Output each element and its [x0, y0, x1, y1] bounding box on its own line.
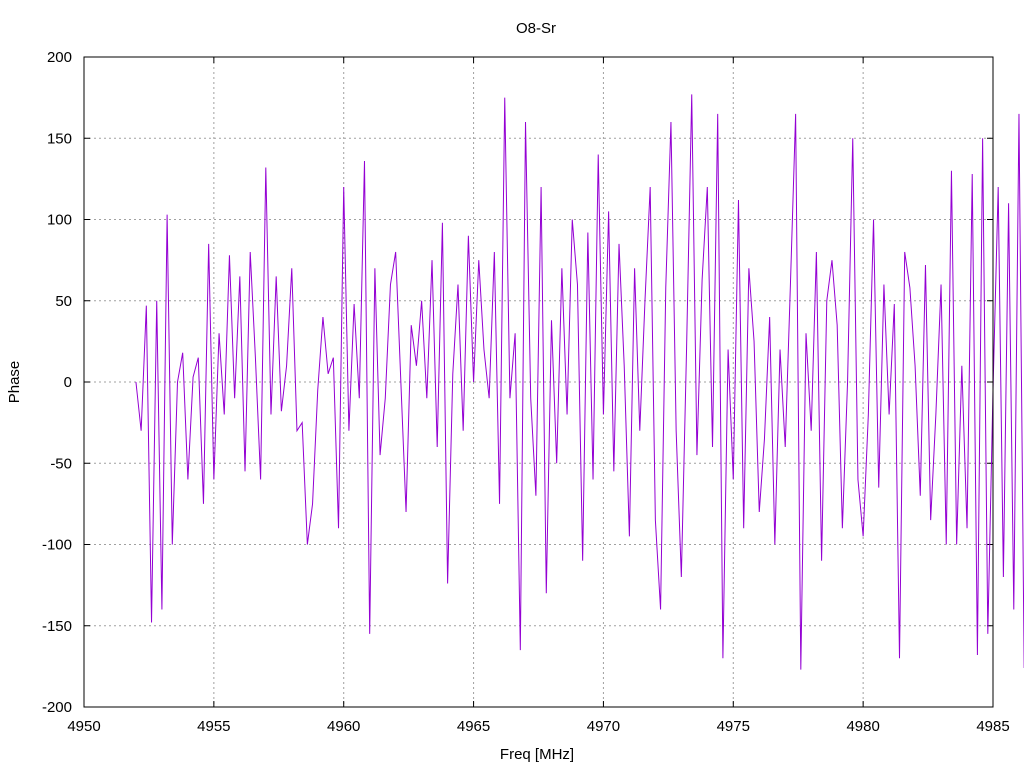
y-tick-label: 100	[47, 212, 72, 229]
x-tick-label: 4950	[67, 718, 100, 735]
y-tick-label: -150	[42, 618, 72, 635]
plot-frame	[83, 56, 994, 708]
y-tick-label: 150	[47, 130, 72, 147]
x-axis-label: Freq [MHz]	[500, 746, 574, 763]
y-tick-label: -100	[42, 537, 72, 554]
x-tick-label: 4960	[327, 718, 360, 735]
x-tick-label: 4975	[717, 718, 750, 735]
y-axis-label: Phase	[6, 361, 23, 404]
x-tick-label: 4955	[197, 718, 230, 735]
series-layer	[135, 94, 1024, 670]
y-tick-label: 0	[64, 374, 72, 391]
y-tick-label: 200	[47, 49, 72, 66]
y-tick-label: -200	[42, 699, 72, 716]
x-tick-label: 4980	[846, 718, 879, 735]
y-tick-label: -50	[50, 455, 72, 472]
x-tick-labels: 4950 4955 4960 4965 4970 4975 4980 4985	[67, 718, 1009, 735]
y-tick-labels: 200 150 100 50 0 -50 -100 -150 -200	[42, 49, 72, 716]
y-tick-label: 50	[55, 293, 72, 310]
x-tick-label: 4970	[587, 718, 620, 735]
chart-title: O8-Sr	[516, 20, 556, 37]
x-tick-label: 4965	[457, 718, 490, 735]
phase-series-line	[135, 94, 1024, 670]
x-tick-label: 4985	[976, 718, 1009, 735]
